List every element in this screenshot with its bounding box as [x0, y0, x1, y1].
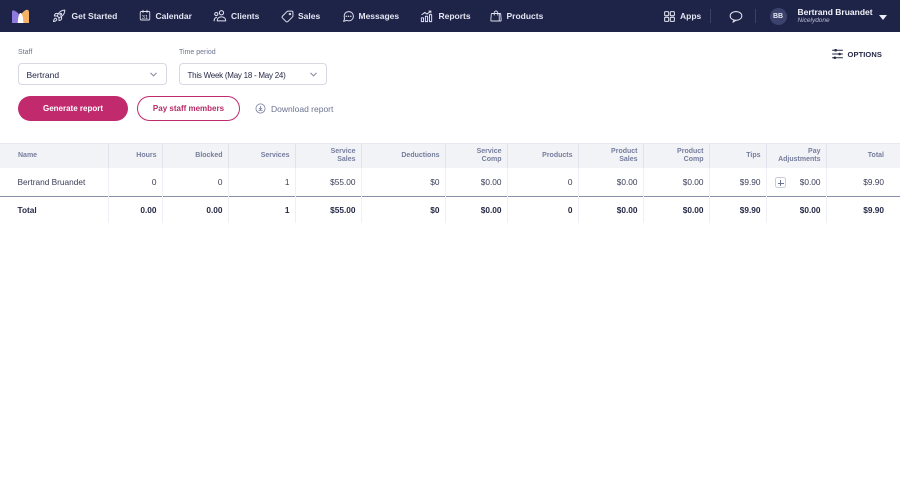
svg-text:31: 31: [141, 15, 147, 21]
